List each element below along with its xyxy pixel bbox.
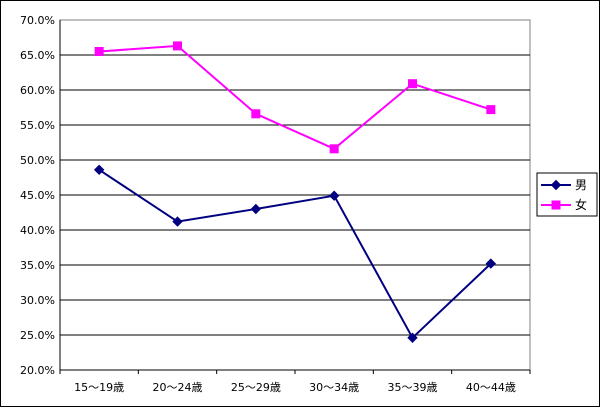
data-point <box>251 109 261 119</box>
y-tick-label: 30.0% <box>20 294 55 307</box>
legend-marker <box>550 179 562 191</box>
y-tick-label: 35.0% <box>20 259 55 272</box>
legend-label: 男 <box>575 178 587 192</box>
data-point <box>486 105 496 115</box>
data-point <box>408 79 417 89</box>
y-tick-label: 60.0% <box>20 84 55 97</box>
x-axis-ticks: 15～19歳 20～24歳 25～29歳 30～34歳 35～39歳 40～44歳 <box>59 370 531 394</box>
data-point <box>328 190 340 201</box>
y-tick-label: 25.0% <box>20 329 55 342</box>
legend-label: 女 <box>575 197 587 212</box>
legend: 男女 <box>536 172 598 217</box>
series-1 <box>93 164 497 344</box>
y-tick-label: 45.0% <box>20 189 55 202</box>
data-point <box>407 332 418 344</box>
x-tick-label: 20～24歳 <box>153 381 203 394</box>
gridlines <box>59 20 530 371</box>
y-tick-label: 20.0% <box>20 364 55 377</box>
data-point <box>172 216 183 227</box>
series-2 <box>94 41 496 154</box>
x-tick-label: 25～29歳 <box>231 381 281 394</box>
series-line <box>98 168 492 340</box>
y-axis-ticks: 20.0% 25.0% 30.0% 35.0% 40.0% 45.0% 50.0% 55.0%… <box>20 14 55 377</box>
x-tick-label: 30～34歳 <box>309 381 359 394</box>
x-tick-label: 15～19歳 <box>74 381 124 394</box>
y-tick-label: 50.0% <box>20 154 55 167</box>
data-point <box>93 164 105 176</box>
data-point <box>329 144 339 154</box>
data-point <box>485 258 497 269</box>
series-line <box>99 44 492 150</box>
y-tick-label: 55.0% <box>20 119 55 132</box>
legend-marker <box>551 200 561 210</box>
x-tick-label: 40～44歳 <box>466 381 516 394</box>
series-layer <box>93 41 497 344</box>
data-point <box>94 47 104 56</box>
y-tick-label: 65.0% <box>20 49 55 62</box>
data-point <box>173 41 182 51</box>
y-tick-label: 70.0% <box>20 14 55 27</box>
data-point <box>250 203 262 215</box>
y-tick-label: 40.0% <box>20 224 55 237</box>
legend-box <box>536 172 598 217</box>
x-tick-label: 35～39歳 <box>388 381 438 394</box>
